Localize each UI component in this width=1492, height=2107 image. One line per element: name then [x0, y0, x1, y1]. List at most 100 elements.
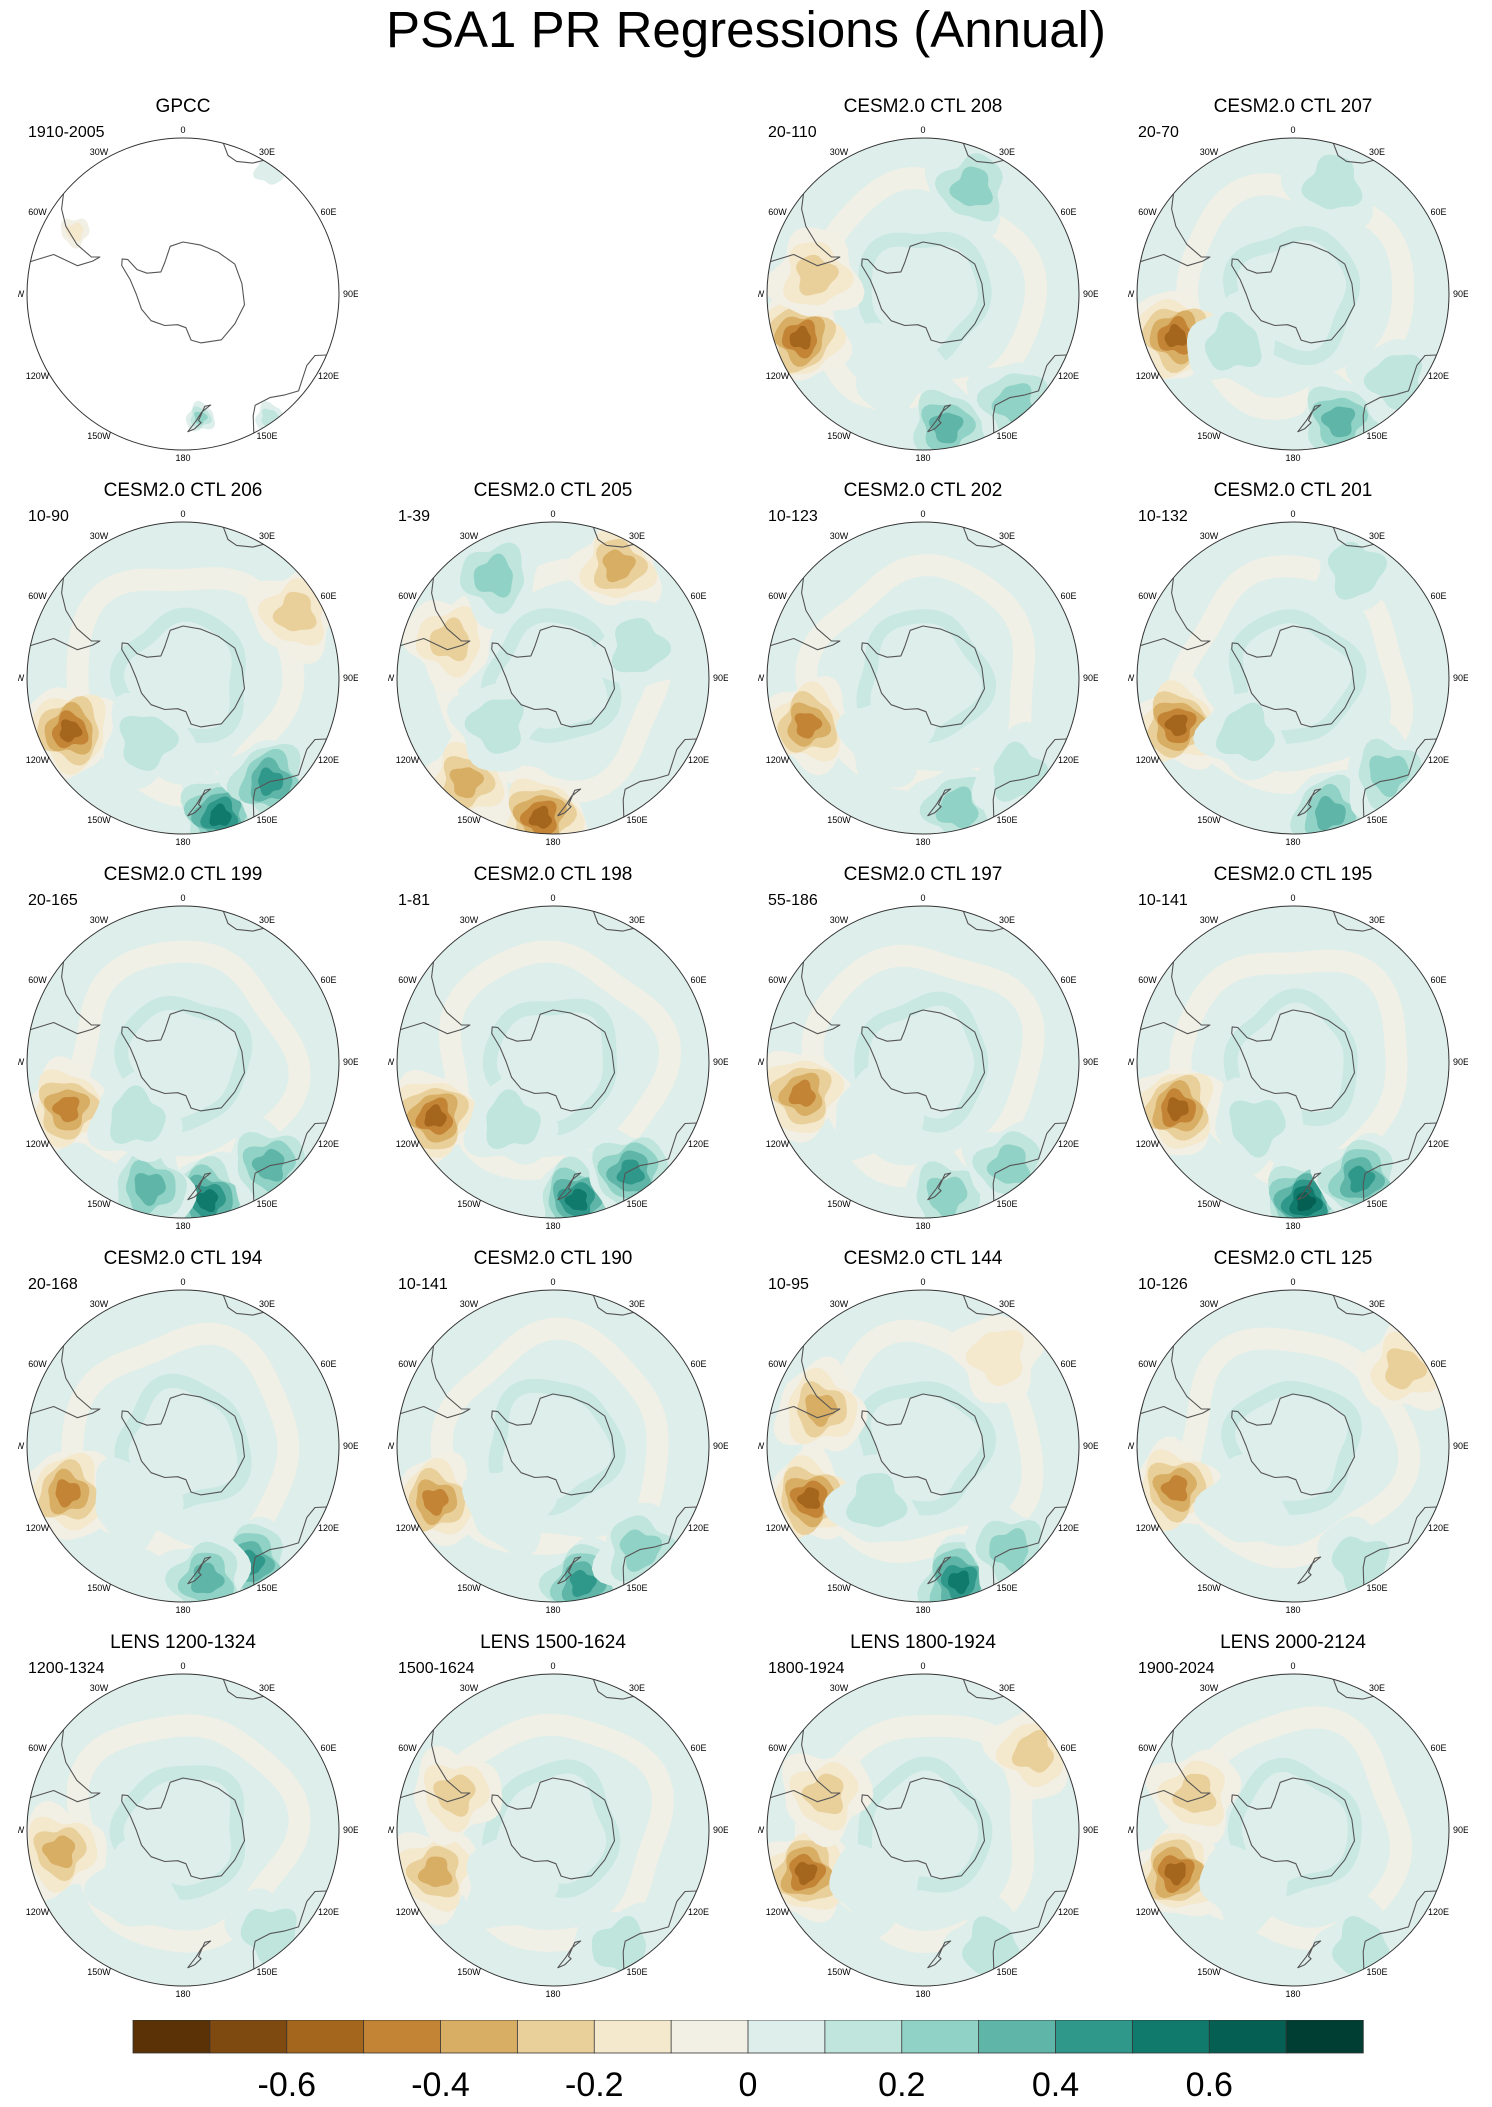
australia-coastline	[622, 738, 697, 818]
longitude-label: 90E	[1453, 673, 1468, 683]
longitude-label: 120W	[1136, 1523, 1160, 1533]
longitude-label: 30E	[999, 915, 1015, 925]
colorbar-swatch	[901, 2020, 980, 2054]
anomaly-band	[1223, 988, 1358, 1127]
longitude-label: 180	[915, 837, 930, 847]
longitude-label: 150W	[827, 1583, 851, 1593]
anomaly-contour	[528, 805, 553, 829]
longitude-label: 30E	[999, 1299, 1015, 1309]
longitude-label: 60E	[320, 591, 336, 601]
anomaly-band	[110, 607, 246, 744]
longitude-label: 60W	[1138, 975, 1157, 985]
anomaly-contour	[1193, 1454, 1291, 1543]
map-plot: 0 30E 60E 90E 120E 150E 180 150W 120W 90W 60W 30W	[758, 893, 1098, 1231]
map-plot: 0 30E 60E 90E 120E 150E 180 150W 120W 90W 60W 30W	[388, 1277, 728, 1615]
panel-period: 1900-2024	[1138, 1660, 1215, 1677]
australia-coastline	[1362, 1506, 1437, 1586]
south-america-coastline	[1140, 1729, 1211, 1803]
south-america-coastline	[1140, 577, 1211, 651]
map-panel: CESM2.0 CTL 195 10-141 0 30E 60E 90E 120E 150E 1…	[1128, 864, 1492, 1246]
australia-coastline	[992, 738, 1067, 818]
map-panel: LENS 2000-2124 1900-2024 0 30E 60E 90E 120E 150…	[1128, 1632, 1492, 2014]
longitude-label: 0	[180, 1277, 185, 1287]
map-plot: 0 30E 60E 90E 120E 150E 180 150W 120W 90W 60W 30W	[758, 509, 1098, 847]
longitude-label: 30E	[259, 1683, 275, 1693]
south-america-coastline	[770, 1729, 841, 1803]
longitude-label: 90E	[343, 1441, 358, 1451]
australia-coastline	[252, 1506, 327, 1586]
south-america-coastline	[400, 961, 471, 1035]
map-border	[26, 521, 340, 835]
longitude-label: 60W	[28, 975, 47, 985]
new-zealand-coastline	[1297, 1940, 1322, 1969]
anomaly-contour	[805, 1394, 838, 1427]
longitude-label: 90W	[18, 1825, 25, 1835]
longitude-label: 180	[915, 453, 930, 463]
anomaly-contour	[1164, 714, 1188, 737]
longitude-label: 30E	[629, 1299, 645, 1309]
longitude-label: 60E	[690, 1743, 706, 1753]
panel-title: LENS 1500-1624	[480, 1632, 626, 1653]
new-zealand-coastline	[927, 404, 952, 433]
panel-period: 55-186	[768, 892, 818, 909]
longitude-label: 90W	[1128, 1825, 1135, 1835]
new-zealand-coastline	[557, 788, 582, 817]
anomaly-band	[481, 608, 622, 743]
longitude-label: 60W	[28, 207, 47, 217]
new-zealand-coastline	[927, 1940, 952, 1969]
longitude-label: 60E	[1430, 975, 1446, 985]
longitude-label: 60W	[398, 1743, 417, 1753]
anomaly-contour	[1363, 354, 1423, 410]
anomaly-band	[856, 609, 997, 744]
longitude-label: 180	[915, 1605, 930, 1615]
panel-period: 20-70	[1138, 124, 1179, 141]
panel-period: 10-90	[28, 508, 69, 525]
longitude-label: 120W	[766, 1139, 790, 1149]
longitude-label: 120W	[766, 755, 790, 765]
longitude-label: 150W	[87, 1583, 111, 1593]
longitude-label: 90W	[758, 673, 765, 683]
anomaly-contour	[836, 699, 937, 788]
longitude-label: 90W	[1128, 1441, 1135, 1451]
panel-title: CESM2.0 CTL 125	[1213, 1248, 1373, 1269]
anomaly-contour	[569, 1569, 597, 1598]
longitude-label: 60E	[320, 975, 336, 985]
longitude-label: 30W	[1200, 147, 1219, 157]
panel-title: LENS 1800-1924	[850, 1632, 996, 1653]
longitude-label: 0	[180, 1661, 185, 1671]
anomaly-contour	[1199, 1844, 1291, 1939]
longitude-label: 0	[920, 125, 925, 135]
south-america-coastline	[400, 1729, 471, 1803]
anomaly-contour	[95, 1457, 184, 1555]
longitude-label: 150E	[256, 1199, 277, 1209]
map-plot: 0 30E 60E 90E 120E 150E 180 150W 120W 90W 60W 30W	[758, 125, 1098, 463]
south-america-coastline	[30, 1729, 101, 1803]
new-zealand-coastline	[927, 1172, 952, 1201]
anomaly-contour	[55, 1479, 81, 1508]
map-panel: CESM2.0 CTL 202 10-123 0 30E 60E 90E 120E 150E 1…	[758, 480, 1128, 862]
anomaly-contour	[195, 1189, 219, 1213]
anomaly-contour	[965, 1329, 1024, 1386]
longitude-label: 150E	[626, 1967, 647, 1977]
panel-title: CESM2.0 CTL 194	[103, 1248, 263, 1269]
anomaly-contour	[961, 1916, 1022, 1975]
longitude-label: 30W	[830, 1299, 849, 1309]
map-border	[1136, 905, 1450, 1219]
longitude-label: 0	[550, 1661, 555, 1671]
longitude-label: 150E	[626, 1583, 647, 1593]
anomaly-contour	[788, 1079, 816, 1107]
longitude-label: 150E	[1366, 1583, 1387, 1593]
anomaly-contour	[417, 1856, 453, 1888]
longitude-label: 30W	[1200, 1299, 1219, 1309]
panel-period: 10-126	[1138, 1276, 1188, 1293]
longitude-label: 180	[1285, 1605, 1300, 1615]
map-border	[396, 1673, 710, 1987]
longitude-label: 120E	[318, 1523, 339, 1533]
longitude-label: 180	[1285, 1221, 1300, 1231]
longitude-label: 60E	[690, 975, 706, 985]
map-border	[1136, 1673, 1450, 1987]
anomaly-contour	[83, 1838, 181, 1927]
longitude-label: 120E	[318, 1139, 339, 1149]
anomaly-band	[114, 1373, 252, 1513]
anomaly-contour	[796, 254, 839, 296]
